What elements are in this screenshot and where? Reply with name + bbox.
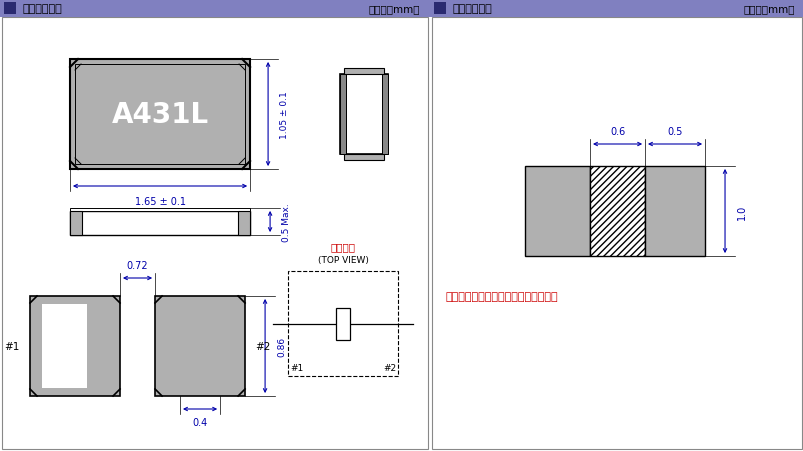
Text: 1.0: 1.0	[736, 204, 746, 219]
Bar	[287, 272, 397, 376]
Bar	[344, 155, 384, 161]
Bar	[4, 3, 16, 15]
Bar	[340, 75, 388, 155]
Text: 内部连接: 内部连接	[330, 241, 355, 252]
Bar	[381, 75, 388, 155]
Bar	[344, 69, 384, 75]
Text: 1.65 ± 0.1: 1.65 ± 0.1	[134, 197, 185, 207]
Bar	[155, 296, 245, 396]
Bar	[589, 166, 644, 257]
Text: #1: #1	[290, 363, 303, 372]
Text: (TOP VIEW): (TOP VIEW)	[317, 255, 368, 264]
Text: #2: #2	[382, 363, 396, 372]
Text: （单位：mm）: （单位：mm）	[743, 4, 794, 14]
Bar	[75, 65, 245, 165]
Bar	[336, 308, 349, 340]
Text: #2: #2	[255, 341, 271, 351]
Bar	[70, 60, 250, 170]
Text: 0.5 Max.: 0.5 Max.	[282, 202, 291, 241]
Text: #1: #1	[4, 341, 19, 351]
Bar	[644, 166, 704, 257]
Bar	[70, 212, 82, 235]
Text: 0.86: 0.86	[277, 336, 286, 356]
Bar	[70, 212, 250, 235]
Text: （单位：mm）: （单位：mm）	[369, 4, 420, 14]
Bar	[434, 3, 446, 15]
Bar	[524, 166, 589, 257]
Bar	[30, 296, 120, 396]
Bar	[42, 304, 87, 388]
Bar	[340, 75, 345, 155]
Text: 0.72: 0.72	[127, 260, 149, 271]
Bar	[70, 208, 250, 212]
Bar	[0, 0, 430, 18]
Bar	[430, 0, 803, 18]
Bar	[70, 60, 250, 170]
Text: ＊请勿在阴影区域设计其它线路和焚盘: ＊请勿在阴影区域设计其它线路和焚盘	[445, 291, 557, 301]
Text: 外部尺寸规格: 外部尺寸规格	[22, 4, 62, 14]
Text: 0.4: 0.4	[192, 417, 207, 427]
Text: 0.5: 0.5	[666, 127, 682, 137]
Text: 推荐焚盘尺寸: 推荐焚盘尺寸	[451, 4, 491, 14]
Text: 0.6: 0.6	[609, 127, 625, 137]
Bar	[238, 212, 250, 235]
Text: A431L: A431L	[112, 101, 208, 129]
Text: 1.05 ± 0.1: 1.05 ± 0.1	[279, 91, 289, 138]
